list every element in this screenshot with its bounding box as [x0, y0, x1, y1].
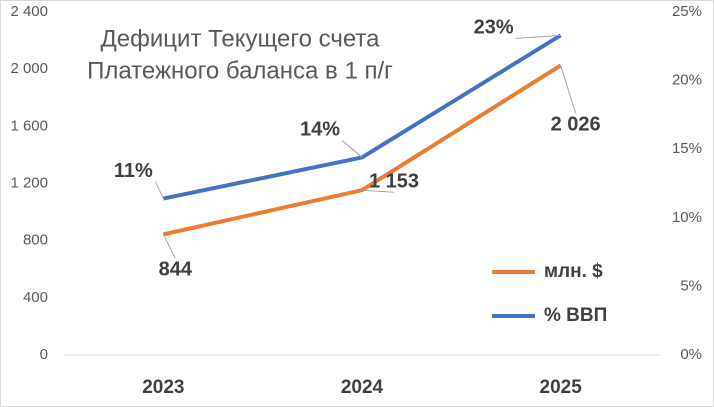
- chart-title: Платежного баланса в 1 п/г: [87, 57, 393, 84]
- data-label: 844: [159, 259, 193, 281]
- data-label: 11%: [114, 160, 153, 182]
- data-label: 23%: [474, 17, 514, 39]
- x-tick-label: 2025: [540, 377, 583, 398]
- y-tick-label: 1 200: [10, 174, 48, 191]
- y2-tick-label: 20%: [672, 72, 702, 89]
- leader-line: [341, 140, 363, 158]
- x-tick-label: 2024: [341, 377, 384, 398]
- y-tick-label: 400: [23, 289, 48, 306]
- chart-title: Дефицит Текущего счета: [101, 25, 381, 52]
- y-tick-label: 2 000: [10, 60, 48, 77]
- y2-tick-label: 15%: [672, 140, 702, 157]
- y-tick-label: 800: [23, 232, 48, 249]
- legend-label: % ВВП: [544, 305, 607, 326]
- legend-label: млн. $: [544, 261, 603, 282]
- leader-line: [154, 181, 164, 199]
- x-tick-label: 2023: [142, 377, 184, 398]
- leader-line: [361, 189, 395, 193]
- leader-line: [560, 65, 577, 114]
- y-tick-label: 1 600: [10, 117, 48, 134]
- data-label: 2 026: [551, 114, 601, 136]
- y2-tick-label: 10%: [672, 209, 702, 226]
- y2-tick-label: 25%: [672, 3, 702, 20]
- data-label: 1 153: [369, 170, 419, 192]
- y2-tick-label: 5%: [680, 277, 702, 294]
- data-label: 14%: [300, 119, 340, 141]
- leader-line: [515, 34, 561, 39]
- y-tick-label: 2 400: [10, 3, 48, 20]
- leader-line: [162, 234, 176, 259]
- y-tick-label: 0: [40, 346, 48, 363]
- y2-tick-label: 0%: [680, 346, 702, 363]
